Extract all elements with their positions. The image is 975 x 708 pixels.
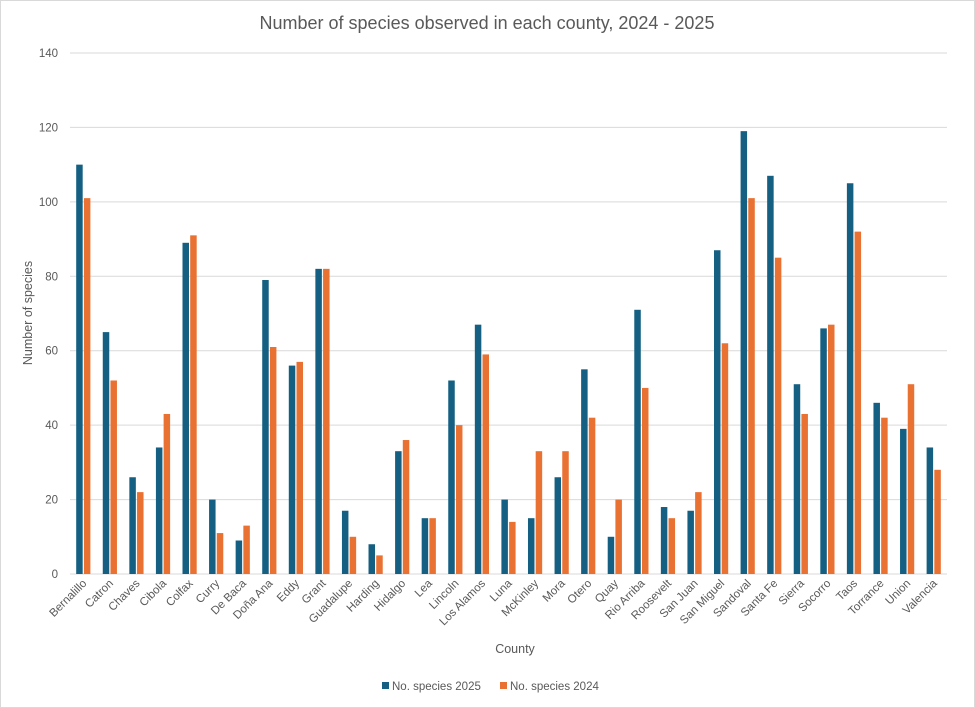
bar-2025 <box>448 380 455 574</box>
bar-2025 <box>474 324 482 574</box>
legend-label: No. species 2025 <box>392 681 481 693</box>
bar-2024 <box>402 440 410 574</box>
bar-2025 <box>793 384 801 574</box>
bar-2024 <box>881 417 888 574</box>
bar-2024 <box>641 387 649 574</box>
bar-2024 <box>455 425 463 574</box>
y-tick-label: 40 <box>45 420 58 432</box>
bar-2025 <box>315 268 322 574</box>
bar-2024 <box>828 324 835 574</box>
bar-2025 <box>155 447 163 574</box>
bar-2024 <box>83 198 91 574</box>
x-tick-label: Cibola <box>138 577 170 609</box>
bar-2024 <box>562 451 569 574</box>
y-axis-ticks: 0 20 40 60 80 100 120 140 <box>39 48 58 581</box>
x-tick-label: Colfax <box>164 577 196 609</box>
bar-2025 <box>182 242 189 575</box>
bar-2024 <box>482 354 490 574</box>
bar-2024 <box>509 521 516 574</box>
y-tick-label: 20 <box>45 495 58 507</box>
legend-label: No. species 2024 <box>510 681 599 693</box>
bar-2024 <box>907 384 915 574</box>
bar-2024 <box>934 469 941 574</box>
bar-2024 <box>216 533 224 574</box>
bar-2025 <box>102 332 110 574</box>
x-tick-label: Mora <box>541 577 568 604</box>
bar-2025 <box>209 499 216 574</box>
x-axis-title: County <box>495 642 535 656</box>
bar-2024 <box>137 492 144 574</box>
bar-2024 <box>349 536 357 574</box>
bar-2024 <box>695 492 702 574</box>
chart-title: Number of species observed in each count… <box>260 13 715 33</box>
bar-2024 <box>110 380 117 574</box>
bar-2025 <box>76 164 83 574</box>
x-tick-label: Bernalillo <box>47 578 89 620</box>
bar-2025 <box>501 499 508 574</box>
bar-2024 <box>163 413 171 574</box>
bar-2025 <box>262 280 269 574</box>
y-tick-label: 100 <box>39 197 58 209</box>
x-tick-label: Lea <box>413 577 435 599</box>
bar-2024 <box>588 417 596 574</box>
y-axis-title: Number of species <box>21 261 35 365</box>
bar-2025 <box>235 540 243 574</box>
bar-2025 <box>820 328 827 574</box>
bar-2025 <box>714 250 721 574</box>
bar-2024 <box>269 346 277 574</box>
bar-2024 <box>774 257 782 574</box>
bar-2024 <box>854 231 862 574</box>
bar-2024 <box>296 361 303 574</box>
bar-2025 <box>554 477 562 574</box>
bar-2025 <box>900 428 907 574</box>
bar-2025 <box>288 365 296 574</box>
legend-swatch <box>500 682 507 689</box>
bar-2025 <box>767 175 774 575</box>
bar-2025 <box>527 518 535 574</box>
y-tick-label: 120 <box>39 122 58 134</box>
bar-2025 <box>873 402 880 574</box>
gridlines <box>70 52 947 575</box>
x-tick-label: Eddy <box>275 577 302 604</box>
bar-2025 <box>395 451 402 574</box>
x-tick-label: Otero <box>566 578 595 607</box>
bar-2025 <box>846 183 854 574</box>
legend-swatch <box>382 682 389 689</box>
bar-2025 <box>129 477 136 574</box>
bar-2024 <box>668 518 676 574</box>
bar-2024 <box>323 268 330 574</box>
bar-2025 <box>634 309 641 574</box>
bar-2025 <box>740 131 748 574</box>
bar-2024 <box>615 499 622 574</box>
bar-2025 <box>926 447 934 574</box>
bar-2024 <box>376 555 383 574</box>
bar-2025 <box>421 518 429 574</box>
bar-2025 <box>607 536 615 574</box>
bar-2025 <box>341 510 349 574</box>
bar-2024 <box>190 235 197 574</box>
bar-2024 <box>748 198 755 574</box>
bar-2025 <box>660 507 668 574</box>
y-tick-label: 60 <box>45 346 58 358</box>
y-tick-label: 0 <box>52 569 58 581</box>
bar-2024 <box>535 451 543 574</box>
bar-2025 <box>368 544 376 574</box>
bar-2025 <box>687 510 694 574</box>
y-tick-label: 140 <box>39 48 58 60</box>
bar-2024 <box>801 413 808 574</box>
bar-2025 <box>581 369 588 574</box>
x-axis-ticks: BernalilloCatronChavesCibolaColfaxCurryD… <box>47 577 940 628</box>
legend: No. species 2025 No. species 2024 <box>382 681 599 693</box>
bar-2024 <box>721 343 729 574</box>
y-tick-label: 80 <box>45 271 58 283</box>
bar-2024 <box>243 525 250 574</box>
bars <box>76 131 941 575</box>
bar-2024 <box>429 518 436 574</box>
